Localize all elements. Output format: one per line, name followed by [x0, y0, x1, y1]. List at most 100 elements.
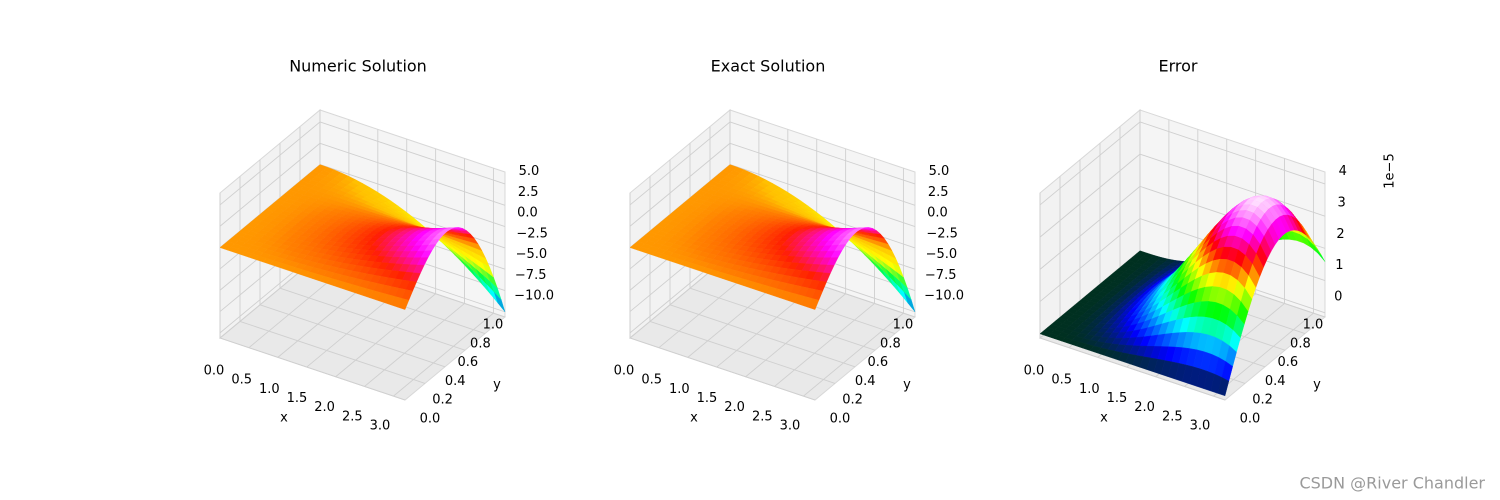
z-tick-label: 0.0: [927, 206, 948, 221]
grid-line: [1039, 218, 1141, 302]
subplot: Numeric Solution 0.0 0.5 1.0 1.5 2.0 2.5 3.0 0.0…: [204, 57, 554, 434]
x-tick-label: 3.0: [370, 418, 391, 433]
z-tick-label: 0: [1334, 289, 1342, 304]
x-tick-label: 0.5: [641, 373, 662, 388]
watermark: CSDN @River Chandler: [1299, 474, 1485, 493]
grid-line: [1139, 121, 1326, 185]
y-axis-label: y: [493, 378, 501, 393]
z-tick-label: −2.5: [516, 226, 548, 241]
x-tick-label: 2.0: [1134, 400, 1155, 415]
subplot: Exact Solution 0.0 0.5 1.0 1.5 2.0 2.5 3.0 0.0 0.…: [614, 57, 964, 434]
grid-line: [729, 164, 916, 228]
z-tick-label: 2: [1336, 227, 1344, 242]
grid-line: [319, 164, 506, 228]
grid-line: [1139, 153, 1326, 217]
x-tick-label: 1.5: [1107, 391, 1128, 406]
z-tick-label: −7.5: [925, 268, 957, 283]
grid-line: [1039, 337, 1226, 401]
z-offset-label: 1e−5: [1383, 153, 1398, 188]
z-tick-label: 5.0: [929, 164, 950, 179]
x-tick-label: 0.0: [614, 364, 635, 379]
y-axis-label: y: [903, 378, 911, 393]
x-tick-label: 1.0: [259, 382, 280, 397]
x-tick-label: 0.5: [1051, 373, 1072, 388]
y-tick-label: 0.6: [457, 355, 478, 370]
y-tick-label: 1.0: [483, 318, 504, 333]
y-axis-label: y: [1313, 378, 1321, 393]
x-tick-label: 1.0: [1079, 382, 1100, 397]
grid-line: [319, 142, 506, 206]
grid-line: [393, 312, 494, 397]
z-tick-label: 3: [1337, 195, 1345, 210]
x-tick-label: 1.5: [697, 391, 718, 406]
y-tick-label: 0.4: [445, 374, 466, 389]
z-tick-label: −10.0: [924, 289, 964, 304]
grid-line: [745, 293, 846, 378]
z-tick-label: −5.0: [516, 247, 548, 262]
y-tick-label: 0.6: [867, 355, 888, 370]
x-tick-label: 0.5: [231, 373, 252, 388]
grid-line: [774, 303, 875, 387]
grid-line: [239, 320, 426, 384]
y-tick-label: 0.0: [1240, 412, 1261, 427]
x-axis-label: x: [690, 411, 698, 426]
grid-line: [689, 287, 876, 351]
y-tick-label: 1.0: [893, 318, 914, 333]
x-tick-label: 2.5: [1162, 409, 1183, 424]
z-tick-label: −5.0: [926, 247, 958, 262]
x-tick-label: 1.5: [287, 391, 308, 406]
grid-line: [259, 304, 446, 368]
x-tick-label: 0.0: [1024, 364, 1045, 379]
grid-line: [219, 337, 406, 401]
y-tick-label: 0.0: [830, 412, 851, 427]
grid-line: [803, 312, 904, 397]
surface-patch: [1217, 377, 1230, 397]
surface-patch: [807, 298, 820, 310]
x-axis-label: x: [1100, 411, 1108, 426]
y-tick-label: 0.4: [1265, 374, 1286, 389]
grid-line: [629, 337, 816, 401]
y-tick-label: 0.4: [855, 374, 876, 389]
grid-line: [1039, 153, 1141, 238]
x-tick-label: 1.0: [669, 382, 690, 397]
grid-line: [335, 293, 436, 378]
x-tick-label: 2.0: [724, 400, 745, 415]
z-tick-label: 0.0: [517, 206, 538, 221]
x-axis-label: x: [280, 411, 288, 426]
grid-line: [729, 142, 916, 206]
y-tick-label: 0.2: [432, 393, 453, 408]
z-tick-label: 5.0: [519, 164, 540, 179]
x-tick-label: 3.0: [1190, 418, 1211, 433]
x-tick-label: 0.0: [204, 364, 225, 379]
grid-line: [649, 320, 836, 384]
z-tick-label: 2.5: [518, 185, 539, 200]
z-tick-label: −10.0: [514, 289, 554, 304]
grid-line: [319, 121, 506, 185]
subplot: Error 0.0 0.5 1.0 1.5 2.0 2.5 3.0 0.0 0.2 0.4 0.6 0.…: [1024, 57, 1398, 434]
grid-line: [669, 304, 856, 368]
y-tick-label: 0.8: [470, 336, 491, 351]
subplot-title: Numeric Solution: [289, 57, 427, 76]
subplot-title: Error: [1159, 57, 1198, 76]
z-tick-label: 4: [1339, 164, 1347, 179]
y-tick-label: 0.6: [1277, 355, 1298, 370]
subplot-title: Exact Solution: [711, 57, 826, 76]
y-tick-label: 0.2: [842, 393, 863, 408]
x-tick-label: 2.5: [752, 409, 773, 424]
z-tick-label: 2.5: [928, 185, 949, 200]
z-tick-label: 1: [1335, 258, 1343, 273]
y-tick-label: 0.8: [880, 336, 901, 351]
grid-line: [729, 121, 916, 185]
surface-patch: [397, 298, 410, 310]
grid-line: [364, 303, 465, 387]
grid-line: [629, 121, 731, 206]
z-tick-label: −2.5: [926, 226, 958, 241]
grid-line: [219, 121, 321, 206]
grid-line: [1039, 186, 1141, 270]
y-tick-label: 1.0: [1303, 318, 1324, 333]
grid-line: [1039, 121, 1141, 206]
grid-line: [219, 142, 321, 227]
z-tick-label: −7.5: [515, 268, 547, 283]
x-tick-label: 3.0: [780, 418, 801, 433]
